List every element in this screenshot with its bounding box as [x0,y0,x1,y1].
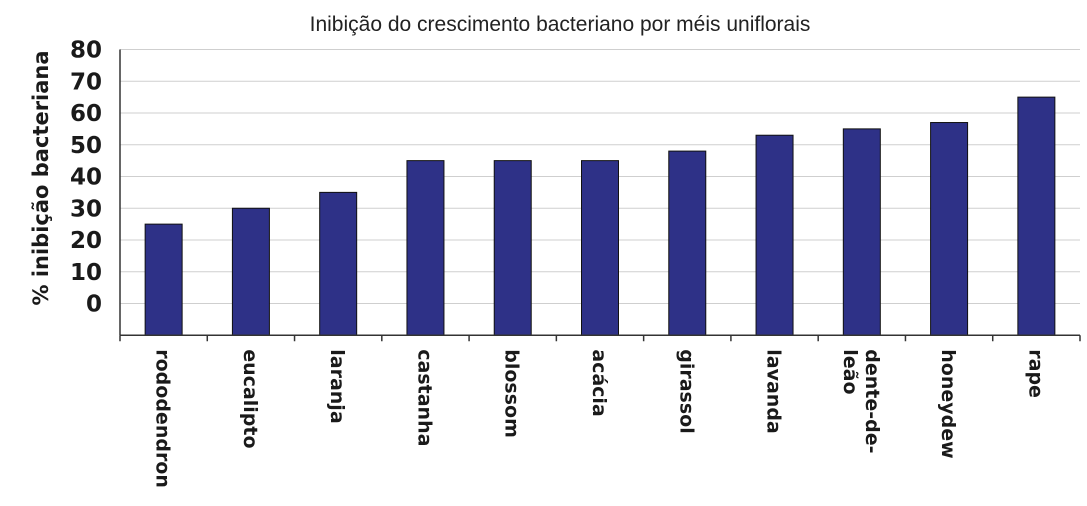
y-axis-label: % inibição bacteriana [29,50,53,305]
y-tick-label: 80 [70,38,102,64]
bar [319,191,358,336]
y-tick-label: 10 [70,260,102,286]
x-tick-label: honeydew [937,349,959,458]
bar [581,160,619,336]
x-tick-label-line: castanha [413,349,435,446]
x-tick-label-line: rododendron [152,349,174,488]
x-tick-label-line: girassol [675,349,697,434]
bar [1017,96,1056,336]
bar [406,160,445,336]
x-tick-label: dente-de-leão [839,349,883,453]
x-tick-label-line: lavanda [763,349,785,434]
chart-title: Inibição do crescimento bacteriano por m… [310,13,811,36]
bar [930,122,969,336]
x-tick-labels: rododendron eucalipto laranja castanha bloss… [152,349,1047,488]
x-tick-label: lavanda [763,349,785,434]
bar [668,150,707,336]
y-tick-label: 60 [70,101,102,127]
bar [144,223,183,336]
y-tick-label: 20 [70,228,102,254]
x-tick-label: acácia [588,349,610,417]
x-tick-label-line: rape [1024,349,1046,398]
bars [144,96,1056,336]
y-tick-label: 50 [70,133,102,159]
y-tick-labels: 0 10 20 30 40 50 60 70 80 [70,38,102,318]
y-tick-label: 70 [70,69,102,95]
x-tick-label-line: acácia [588,349,610,417]
bar [231,207,270,336]
bar [755,134,794,336]
x-tick-label: blossom [501,349,523,438]
x-tick-label: castanha [413,349,435,446]
x-tick-label: laranja [326,349,348,423]
x-tick-label: rape [1024,349,1046,398]
x-tick-label-line: leão [839,349,861,394]
x-tick-label-line: dente-de- [861,349,883,453]
x-tick-label-line: eucalipto [239,349,261,448]
x-tick-label: girassol [675,349,697,434]
axes [119,49,1081,342]
x-tick-label: rododendron [152,349,174,488]
y-tick-label: 30 [70,196,102,222]
y-tick-label: 0 [86,292,102,318]
x-tick-label-line: blossom [501,349,523,438]
x-tick-label-line: honeydew [937,349,959,458]
bar [842,128,881,336]
y-tick-label: 40 [70,165,102,191]
bar [493,160,532,336]
x-tick-label: eucalipto [239,349,261,448]
x-tick-label-line: laranja [326,349,348,423]
